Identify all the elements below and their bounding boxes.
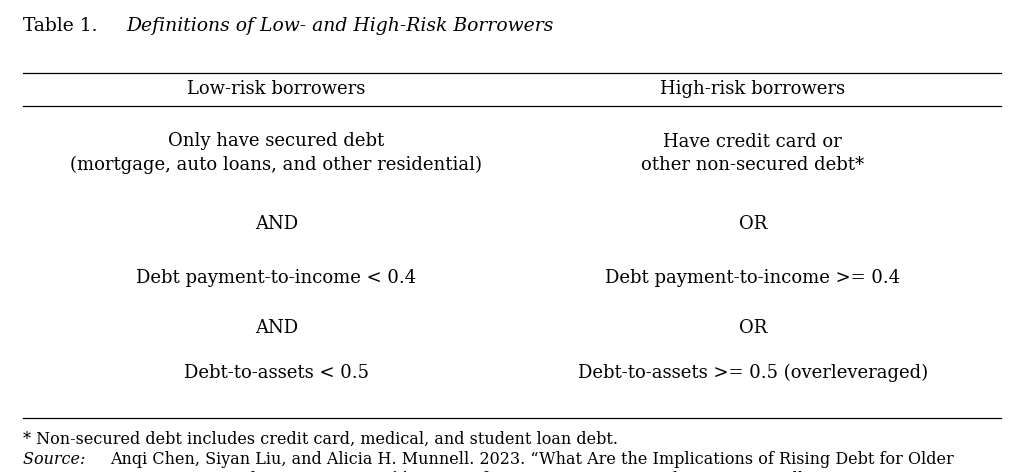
Text: Definitions of Low- and High-Risk Borrowers: Definitions of Low- and High-Risk Borrow… [126, 17, 554, 34]
Text: Have credit card or
other non-secured debt*: Have credit card or other non-secured de… [641, 133, 864, 174]
Text: AND: AND [255, 215, 298, 233]
Text: Debt-to-assets >= 0.5 (overleveraged): Debt-to-assets >= 0.5 (overleveraged) [578, 364, 928, 382]
Text: OR: OR [738, 215, 767, 233]
Text: Debt payment-to-income >= 0.4: Debt payment-to-income >= 0.4 [605, 270, 900, 287]
Text: OR: OR [738, 319, 767, 337]
Text: Only have secured debt
(mortgage, auto loans, and other residential): Only have secured debt (mortgage, auto l… [71, 133, 482, 174]
Text: * Non-secured debt includes credit card, medical, and student loan debt.: * Non-secured debt includes credit card,… [23, 430, 617, 447]
Text: Debt payment-to-income < 0.4: Debt payment-to-income < 0.4 [136, 270, 417, 287]
Text: Table 1.: Table 1. [23, 17, 103, 34]
Text: Source:: Source: [23, 451, 90, 468]
Text: Debt-to-assets < 0.5: Debt-to-assets < 0.5 [184, 364, 369, 382]
Text: AND: AND [255, 319, 298, 337]
Text: High-risk borrowers: High-risk borrowers [660, 80, 845, 98]
Text: Low-risk borrowers: Low-risk borrowers [187, 80, 366, 98]
Text: Anqi Chen, Siyan Liu, and Alicia H. Munnell. 2023. “What Are the Implications of: Anqi Chen, Siyan Liu, and Alicia H. Munn… [110, 451, 953, 472]
